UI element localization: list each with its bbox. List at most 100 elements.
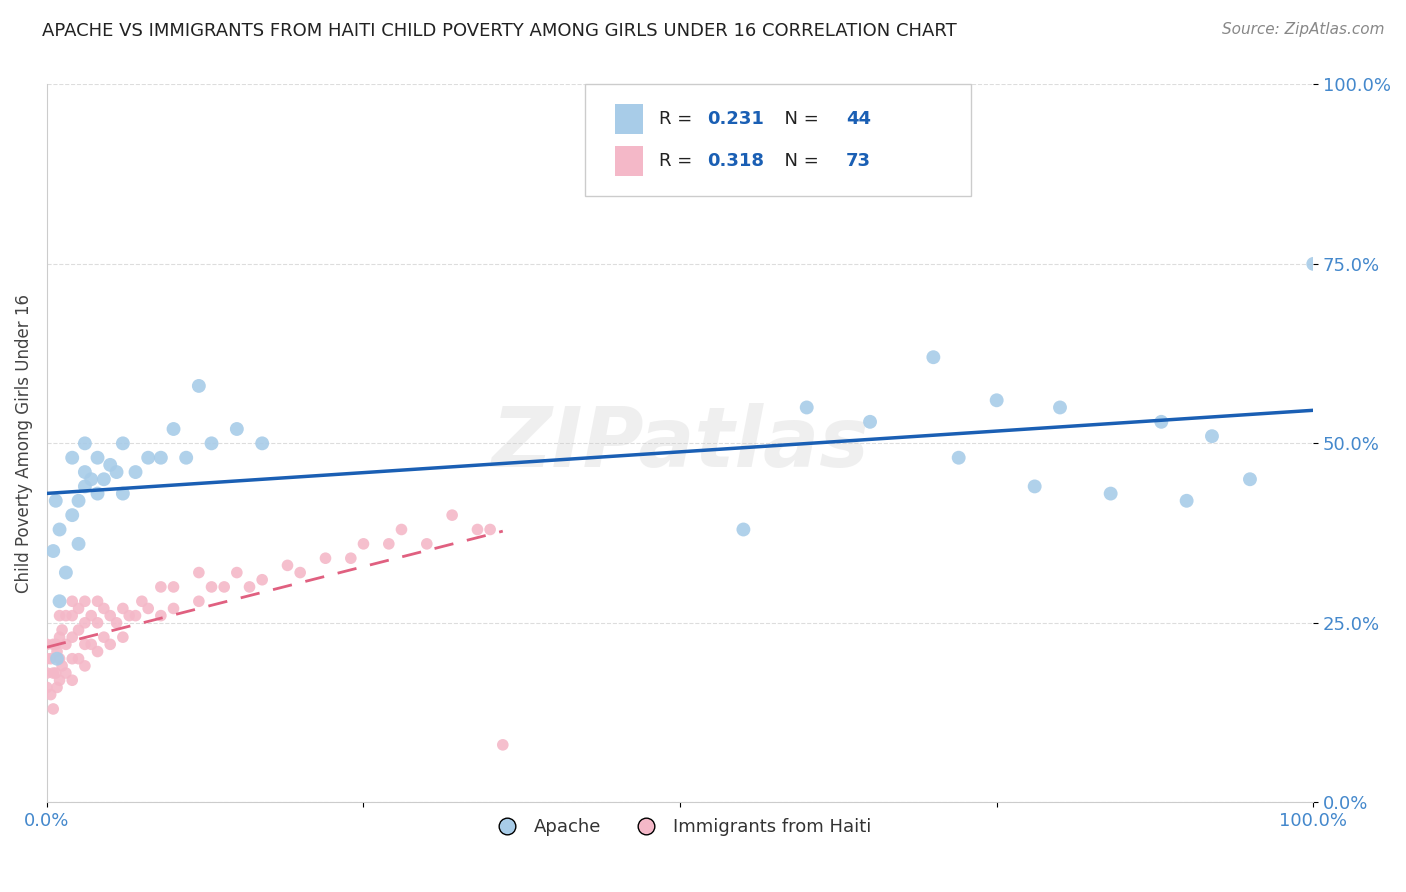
Point <box>98 637 121 651</box>
Point <box>55 566 77 580</box>
Point <box>1099 486 1122 500</box>
Point <box>174 450 197 465</box>
Point <box>73 594 96 608</box>
Point <box>80 472 103 486</box>
Text: 44: 44 <box>846 110 870 128</box>
Point <box>1049 401 1071 415</box>
Point <box>136 450 159 465</box>
Point <box>35 681 58 695</box>
Point <box>1239 472 1261 486</box>
Text: N =: N = <box>772 153 824 170</box>
Point <box>136 601 159 615</box>
Point <box>288 566 311 580</box>
Point <box>416 537 439 551</box>
Point <box>55 608 77 623</box>
Point <box>86 615 108 630</box>
Point <box>340 551 363 566</box>
Point <box>124 608 146 623</box>
Point <box>67 623 90 637</box>
Point <box>73 479 96 493</box>
Point <box>1024 479 1046 493</box>
Point <box>859 415 882 429</box>
Point <box>42 637 65 651</box>
FancyBboxPatch shape <box>616 146 644 177</box>
Point <box>46 644 69 658</box>
Point <box>51 623 73 637</box>
Point <box>73 659 96 673</box>
Point <box>39 651 62 665</box>
Point <box>948 450 970 465</box>
Point <box>67 601 90 615</box>
Point <box>118 608 141 623</box>
Point <box>48 673 70 688</box>
Point <box>250 573 273 587</box>
Point <box>93 630 115 644</box>
Point <box>98 458 121 472</box>
Text: R =: R = <box>658 153 697 170</box>
Point <box>45 666 67 681</box>
Point <box>479 523 502 537</box>
Point <box>67 537 90 551</box>
Text: 0.231: 0.231 <box>707 110 763 128</box>
Point <box>73 637 96 651</box>
Point <box>60 651 83 665</box>
Point <box>80 608 103 623</box>
Point <box>86 644 108 658</box>
Point <box>378 537 401 551</box>
Point <box>80 637 103 651</box>
Point <box>1302 257 1324 271</box>
Point <box>51 659 73 673</box>
Point <box>48 630 70 644</box>
Point <box>46 651 69 665</box>
Point <box>93 472 115 486</box>
Point <box>111 601 134 615</box>
Text: ZIPatlas: ZIPatlas <box>491 403 869 483</box>
Point <box>93 601 115 615</box>
Point <box>45 637 67 651</box>
Point <box>1201 429 1223 443</box>
Text: 0.318: 0.318 <box>707 153 763 170</box>
Point <box>35 651 58 665</box>
Text: 73: 73 <box>846 153 870 170</box>
Point <box>42 544 65 558</box>
Point <box>86 594 108 608</box>
Point <box>441 508 464 523</box>
Point <box>162 601 184 615</box>
Point <box>60 450 83 465</box>
Text: Source: ZipAtlas.com: Source: ZipAtlas.com <box>1222 22 1385 37</box>
Point <box>149 450 172 465</box>
Point <box>315 551 337 566</box>
Point <box>467 523 489 537</box>
Point <box>149 608 172 623</box>
Point <box>48 594 70 608</box>
Point <box>73 465 96 479</box>
Text: R =: R = <box>658 110 697 128</box>
Point <box>200 580 222 594</box>
Point <box>200 436 222 450</box>
Point <box>105 465 128 479</box>
Point <box>48 523 70 537</box>
Point <box>55 637 77 651</box>
Point <box>35 637 58 651</box>
Point <box>250 436 273 450</box>
FancyBboxPatch shape <box>616 103 644 134</box>
Legend: Apache, Immigrants from Haiti: Apache, Immigrants from Haiti <box>481 811 879 844</box>
Point <box>162 580 184 594</box>
Point <box>45 493 67 508</box>
Point <box>42 666 65 681</box>
FancyBboxPatch shape <box>585 85 972 195</box>
Point <box>162 422 184 436</box>
Point <box>124 465 146 479</box>
Point <box>225 566 247 580</box>
Point <box>111 486 134 500</box>
Point <box>98 608 121 623</box>
Point <box>111 630 134 644</box>
Point <box>55 666 77 681</box>
Point <box>986 393 1008 408</box>
Point <box>86 486 108 500</box>
Point <box>187 566 209 580</box>
Point <box>276 558 298 573</box>
Point <box>492 738 515 752</box>
Point <box>1175 493 1198 508</box>
Point <box>1150 415 1173 429</box>
